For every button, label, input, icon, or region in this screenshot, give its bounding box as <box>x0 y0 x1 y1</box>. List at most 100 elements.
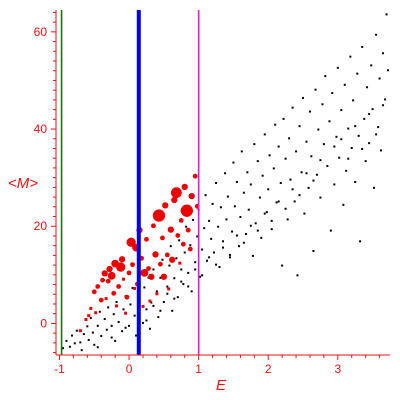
data-point-black-138 <box>326 164 329 167</box>
data-point-black-75 <box>217 225 220 228</box>
data-point-red-5 <box>94 311 98 315</box>
data-point-black-110 <box>277 145 280 148</box>
data-point-black-152 <box>350 147 353 149</box>
data-point-black-83 <box>231 230 234 233</box>
data-point-black-88 <box>239 216 242 218</box>
data-point-black-0 <box>61 347 64 350</box>
data-point-black-104 <box>267 188 270 191</box>
data-point-black-173 <box>386 69 389 72</box>
data-point-black-58 <box>187 271 190 274</box>
data-point-black-123 <box>300 171 303 174</box>
data-point-black-31 <box>133 314 136 317</box>
data-point-black-146 <box>340 109 343 112</box>
data-point-black-148 <box>343 83 346 86</box>
data-point-black-70 <box>208 219 211 222</box>
data-point-red-33 <box>144 236 149 242</box>
data-point-black-35 <box>143 286 146 289</box>
data-point-black-30 <box>131 286 134 289</box>
data-point-red-21 <box>124 311 128 315</box>
data-point-black-169 <box>379 149 382 152</box>
data-point-black-94 <box>249 183 252 186</box>
data-point-red-49 <box>171 196 178 204</box>
data-point-black-207 <box>201 274 204 277</box>
data-point-black-136 <box>322 143 325 146</box>
data-point-red-42 <box>160 235 165 241</box>
data-point-black-92 <box>246 171 249 174</box>
data-point-black-201 <box>284 207 287 210</box>
data-point-black-130 <box>312 250 315 253</box>
data-point-black-78 <box>222 240 224 243</box>
data-point-black-44 <box>161 258 164 261</box>
data-point-black-76 <box>218 266 221 269</box>
data-point-black-141 <box>331 92 334 95</box>
data-point-red-59 <box>188 192 195 200</box>
data-point-black-50 <box>173 277 176 280</box>
data-point-red-20 <box>121 277 125 281</box>
data-point-black-139 <box>328 120 331 123</box>
data-point-black-49 <box>171 309 174 312</box>
data-point-black-180 <box>263 212 266 215</box>
data-point-black-52 <box>176 296 179 299</box>
data-point-red-43 <box>160 273 168 280</box>
data-point-black-114 <box>284 157 287 160</box>
data-point-black-54 <box>180 268 183 271</box>
data-point-black-182 <box>235 234 238 237</box>
data-point-red-0 <box>78 329 82 333</box>
data-point-black-143 <box>335 135 338 138</box>
data-point-black-84 <box>232 161 235 164</box>
data-point-black-203 <box>256 229 259 232</box>
data-point-black-82 <box>228 256 231 259</box>
data-point-black-161 <box>366 86 369 89</box>
data-point-black-46 <box>166 285 169 288</box>
data-point-black-175 <box>333 145 336 148</box>
data-point-black-145 <box>338 156 341 159</box>
data-point-black-102 <box>263 133 266 136</box>
data-point-black-106 <box>270 228 273 231</box>
data-point-black-125 <box>303 212 306 215</box>
data-point-black-97 <box>254 222 257 225</box>
data-point-black-198 <box>375 133 378 136</box>
data-point-red-35 <box>148 299 152 303</box>
data-point-black-95 <box>251 254 254 257</box>
data-point-black-13 <box>93 343 96 346</box>
data-point-black-190 <box>124 326 127 329</box>
data-point-black-128 <box>308 110 311 113</box>
data-point-black-202 <box>270 219 273 222</box>
data-point-black-19 <box>107 306 110 309</box>
data-point-red-25 <box>130 262 135 268</box>
data-point-black-89 <box>240 150 243 153</box>
data-point-red-24 <box>126 237 136 247</box>
data-point-black-3 <box>71 334 74 337</box>
data-point-black-1 <box>65 339 68 342</box>
data-point-black-167 <box>377 126 380 129</box>
y-tick-label: 40 <box>34 122 48 136</box>
data-point-black-14 <box>96 324 99 327</box>
data-point-black-155 <box>356 72 359 75</box>
data-point-black-115 <box>286 218 289 221</box>
data-point-red-45 <box>164 252 170 258</box>
data-point-red-18 <box>116 262 126 272</box>
data-point-black-68 <box>204 194 207 197</box>
data-point-red-9 <box>101 270 108 277</box>
data-point-black-15 <box>98 310 101 313</box>
data-point-black-99 <box>258 196 261 199</box>
data-point-black-117 <box>289 178 292 181</box>
data-point-black-118 <box>291 106 294 109</box>
data-point-red-38 <box>152 251 159 258</box>
x-tick-label: 2 <box>265 362 272 376</box>
data-point-black-166 <box>375 33 378 36</box>
data-point-black-205 <box>228 253 231 256</box>
data-point-black-41 <box>155 290 158 293</box>
data-point-red-14 <box>111 290 117 296</box>
data-point-black-109 <box>275 201 278 204</box>
data-point-black-71 <box>210 237 213 240</box>
data-point-red-4 <box>91 289 97 295</box>
data-point-black-132 <box>315 173 318 176</box>
data-point-red-47 <box>167 226 174 233</box>
data-point-black-170 <box>382 52 385 55</box>
data-point-black-25 <box>121 330 124 333</box>
data-point-black-210 <box>159 309 162 312</box>
data-point-black-77 <box>219 206 222 209</box>
data-point-black-111 <box>279 181 282 184</box>
